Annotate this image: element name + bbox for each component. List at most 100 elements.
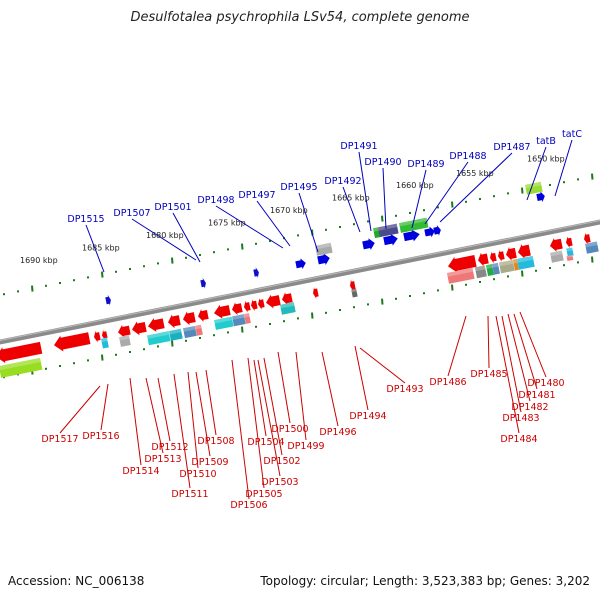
reverse-gene-arrow-shape	[244, 300, 251, 313]
gene-block-shape	[315, 242, 333, 256]
reverse-gene-arrow	[168, 314, 181, 329]
forward-gene-arrow-shape	[536, 191, 545, 203]
gene-block	[147, 331, 171, 346]
gene-block	[0, 357, 43, 378]
leader-line	[519, 311, 547, 378]
reverse-gene-arrow-shape	[198, 309, 209, 322]
leader-line	[439, 152, 513, 223]
leader-line	[359, 347, 406, 384]
leader-line	[173, 373, 191, 489]
reverse-gene-arrow	[584, 232, 591, 245]
gene-block	[119, 335, 131, 347]
gene-block	[566, 247, 574, 257]
reverse-gene-arrow	[258, 297, 265, 310]
gene-block	[373, 227, 380, 239]
reverse-gene-arrow-shape	[490, 251, 497, 264]
reverse-gene-arrow-shape	[566, 236, 573, 249]
gene-block-gloss	[214, 316, 233, 324]
gene-block-shape	[195, 324, 203, 336]
tick-label: 1690 kbp	[20, 256, 58, 265]
gene-block-shape	[498, 259, 515, 274]
gene-block-shape	[377, 223, 399, 238]
gene-block	[315, 242, 333, 256]
leader-line	[526, 146, 547, 201]
gene-block-gloss	[585, 241, 598, 248]
leader-line	[187, 371, 199, 469]
leader-line	[358, 151, 372, 232]
gene-block-shape	[119, 335, 131, 347]
forward-gene-arrow-shape	[424, 226, 435, 238]
reverse-gene-arrow	[448, 255, 477, 273]
gene-block	[585, 241, 599, 254]
ruler-tick-upper	[521, 187, 524, 194]
gene-block-shape	[169, 328, 183, 341]
gene-block	[498, 259, 515, 274]
reverse-gene-arrow	[490, 251, 497, 264]
tick-label: 1680 kbp	[146, 231, 184, 240]
gene-label-dp1517: DP1517	[41, 434, 78, 445]
forward-gene-arrow	[403, 229, 420, 242]
leader-line	[382, 167, 387, 230]
gene-label-dp1487: DP1487	[493, 142, 530, 153]
gene-block-shape	[516, 255, 535, 270]
gene-label-dp1481: DP1481	[518, 390, 555, 401]
reverse-gene-arrow	[518, 243, 531, 259]
forward-gene-arrow-shape	[105, 294, 111, 306]
gene-block	[485, 264, 494, 276]
ruler-tick-upper	[241, 243, 244, 250]
gene-block-gloss	[512, 259, 518, 264]
tick-label: 1650 kbp	[527, 155, 565, 164]
leader-line	[85, 224, 105, 273]
ruler-tick-lower	[591, 256, 594, 263]
gene-block-shape	[512, 259, 520, 271]
gene-block	[195, 324, 203, 336]
gene-block-gloss	[373, 227, 379, 232]
forward-gene-arrow-shape	[317, 253, 330, 265]
reverse-gene-arrow-shape	[118, 324, 131, 338]
leader-line	[513, 313, 538, 390]
ruler-tick-lower	[451, 284, 454, 291]
gene-block-shape	[280, 302, 296, 315]
track-layer	[0, 173, 600, 379]
gene-label-dp1496: DP1496	[319, 427, 356, 438]
reverse-gene-arrow-shape	[518, 243, 531, 259]
gene-label-dp1480: DP1480	[527, 378, 564, 389]
leader-line	[172, 212, 201, 263]
gene-label-dp1505: DP1505	[245, 489, 282, 500]
forward-gene-arrow	[536, 191, 545, 203]
reverse-gene-arrow-shape	[148, 318, 165, 332]
leader-line	[501, 315, 522, 413]
leader-line	[256, 200, 291, 247]
forward-gene-arrow-shape	[295, 258, 306, 270]
leader-line	[342, 186, 361, 233]
ruler-tick-upper	[451, 201, 454, 208]
gene-block-shape	[585, 241, 599, 254]
gene-block	[169, 328, 183, 341]
reverse-gene-arrow	[550, 238, 563, 252]
forward-gene-arrow-shape	[383, 233, 398, 246]
reverse-gene-arrow	[198, 309, 209, 322]
reverse-gene-arrow-shape	[132, 321, 147, 336]
gene-label-tatb: tatB	[536, 136, 556, 147]
gene-label-dp1488: DP1488	[449, 151, 486, 162]
gene-block-gloss	[566, 254, 573, 258]
gene-block-gloss	[195, 324, 202, 330]
ruler-tick-upper	[101, 271, 104, 278]
forward-gene-arrow	[200, 277, 206, 289]
gene-block	[214, 316, 234, 330]
reverse-gene-arrow	[506, 247, 517, 261]
gene-block-gloss	[183, 325, 196, 332]
gene-block-shape	[566, 247, 574, 257]
leader-line	[295, 351, 307, 441]
gene-block	[232, 314, 246, 327]
reverse-gene-arrow	[54, 332, 91, 352]
reverse-gene-arrow-shape	[350, 279, 356, 292]
gene-block-shape	[232, 314, 246, 327]
gene-block-gloss	[232, 314, 245, 320]
ruler-tick-upper	[591, 173, 594, 180]
gene-block	[446, 267, 475, 284]
gene-label-dp1501: DP1501	[154, 202, 191, 213]
reverse-gene-arrow-shape	[498, 249, 505, 262]
leader-line	[129, 377, 142, 466]
gene-label-dp1506: DP1506	[230, 500, 267, 511]
